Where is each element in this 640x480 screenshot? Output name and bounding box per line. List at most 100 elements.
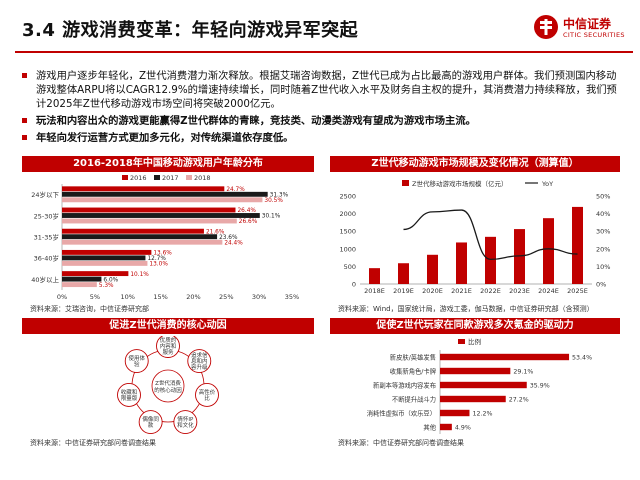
bullet-item: 游戏用户逐步年轻化，Z世代消费潜力渐次释放。根据艾瑞咨询数据，Z世代已成为占比最…: [22, 69, 622, 111]
legend-swatch: [186, 175, 192, 180]
y-tick-label-left: 2500: [339, 193, 356, 201]
driver-bar: [440, 381, 527, 389]
y-tick-label-right: 0%: [596, 281, 606, 289]
motive-node-label: 限量版: [121, 394, 138, 402]
motive-node-label: 使用体: [128, 354, 145, 362]
source-driver: 资料来源：中信证券研究部问卷调查结果: [338, 439, 464, 447]
y-tick-label-left: 1500: [339, 228, 356, 236]
x-tick-label: 2022E: [480, 287, 501, 295]
bar-2017: [62, 191, 268, 197]
data-label: 4.9%: [455, 425, 471, 432]
motive-node-label: 比: [204, 394, 210, 402]
bullet-item: 玩法和内容出众的游戏更能赢得Z世代群体的青睐，竞技类、动漫类游戏有望成为游戏市场…: [22, 114, 622, 128]
legend-label: 2017: [162, 174, 179, 182]
category-label: 不断提升战斗力: [392, 395, 436, 404]
data-label: 29.1%: [513, 369, 533, 376]
bar-2017: [62, 213, 260, 218]
y-tick-label-right: 20%: [596, 245, 610, 253]
center-label: 的核心动因: [154, 386, 182, 394]
legend-label: 比例: [468, 337, 481, 346]
motive-node-label: 情怀IP: [177, 415, 194, 423]
source-motive: 资料来源：中信证券研究部问卷调查结果: [30, 439, 156, 447]
market-bar: [485, 236, 496, 284]
driver-bar: [440, 409, 470, 417]
bar-2016: [62, 249, 152, 255]
legend-swatch: [122, 175, 128, 180]
panel-title-driver: 促使Z世代玩家在同款游戏多次氪金的驱动力: [330, 318, 620, 334]
data-label: 5.3%: [99, 283, 114, 289]
x-tick-label: 10%: [120, 293, 134, 301]
motive-node: [138, 410, 163, 434]
legend-label: YoY: [541, 180, 553, 188]
legend-swatch: [154, 175, 160, 180]
category-label: 消耗性虚拟币（欢乐豆）: [367, 409, 436, 418]
age-distribution-chart: 2016 2017 2018 0% 5% 10% 15% 20% 25% 30% 35% 24岁以下 2…: [31, 174, 299, 301]
x-tick-label: 30%: [252, 293, 266, 301]
bullet-list: 游戏用户逐步年轻化，Z世代消费潜力渐次释放。根据艾瑞咨询数据，Z世代已成为占比最…: [22, 69, 622, 148]
market-bar: [514, 229, 525, 284]
data-label: 53.4%: [572, 355, 592, 362]
bar-2018: [62, 239, 223, 245]
x-tick-label: 2021E: [451, 287, 472, 295]
y-tick-label-right: 10%: [596, 263, 610, 271]
bullet-text: 游戏用户逐步年轻化，Z世代消费潜力渐次释放。根据艾瑞咨询数据，Z世代已成为占比最…: [36, 70, 617, 110]
category-label: 收集新角色/卡牌: [390, 367, 437, 376]
data-label: 24.7%: [226, 187, 245, 193]
motive-node: [117, 382, 141, 407]
market-bar: [456, 242, 467, 284]
panel-title-motive: 促进Z世代消费的核心动因: [22, 318, 314, 334]
data-label: 26.6%: [239, 219, 258, 225]
bar-2016: [62, 207, 236, 213]
center-label: Z世代消费: [155, 379, 181, 387]
y-tick-label-left: 2000: [339, 210, 356, 218]
category-label: 其他: [423, 423, 436, 432]
motive-node-label: 优质的: [160, 336, 177, 344]
x-tick-label: 2019E: [393, 287, 414, 295]
bar-2017: [62, 276, 102, 282]
panel-title-market: Z世代移动游戏市场规模及变化情况（测算值）: [330, 156, 620, 172]
data-label: 12.7%: [147, 256, 166, 262]
data-label: 13.0%: [149, 262, 168, 268]
bar-2016: [62, 186, 225, 192]
motive-node-label: 容升级: [191, 363, 208, 371]
data-label: 21.6%: [206, 229, 225, 235]
motive-node-label: 款: [148, 421, 154, 429]
motive-node-label: 偶像同: [142, 415, 159, 423]
motive-node-label: 息和内: [191, 357, 208, 365]
y-tick-label-right: 40%: [596, 210, 610, 218]
category-label: 24岁以下: [31, 190, 59, 199]
title-divider: [15, 51, 633, 53]
y-tick-label-right: 30%: [596, 228, 610, 236]
x-tick-label: 2024E: [538, 287, 559, 295]
bullet-text: 年轻向发行运营方式更加多元化，对传统渠道依存度低。: [36, 132, 294, 144]
source-age: 资料来源：艾瑞咨询，中信证券研究部: [30, 305, 149, 313]
category-label: 25-30岁: [34, 211, 59, 220]
bar-2018: [62, 260, 148, 266]
logo-text-en: CITIC SECURITIES: [563, 31, 625, 39]
motive-node: [156, 336, 180, 358]
slide-title: 3.4 游戏消费变革：年轻向游戏异军突起: [22, 20, 359, 41]
y-tick-label-left: 500: [344, 263, 356, 271]
driver-bar: [440, 367, 511, 375]
x-tick-label: 15%: [153, 293, 167, 301]
data-label: 13.6%: [153, 251, 172, 257]
market-bar: [427, 254, 438, 284]
y-tick-label-left: 1000: [339, 245, 356, 253]
motive-node-label: 和文化: [177, 421, 194, 429]
bar-2017: [62, 234, 218, 240]
motive-node: [195, 382, 219, 407]
data-label: 24.4%: [224, 240, 243, 246]
x-tick-label: 2020E: [422, 287, 443, 295]
category-label: 36-40岁: [34, 254, 59, 263]
legend-swatch: [458, 339, 465, 344]
x-tick-label: 2018E: [364, 287, 385, 295]
motive-node: [187, 349, 212, 374]
x-tick-label: 20%: [186, 293, 200, 301]
y-tick-label-right: 50%: [596, 193, 610, 201]
motive-node-label: 验: [134, 360, 140, 368]
yoy-line: [403, 209, 578, 261]
bullet-text: 玩法和内容出众的游戏更能赢得Z世代群体的青睐，竞技类、动漫类游戏有望成为游戏市场…: [36, 115, 476, 127]
legend-label: Z世代移动游戏市场规模（亿元）: [412, 179, 507, 188]
bullet-item: 年轻向发行运营方式更加多元化，对传统渠道依存度低。: [22, 131, 622, 145]
